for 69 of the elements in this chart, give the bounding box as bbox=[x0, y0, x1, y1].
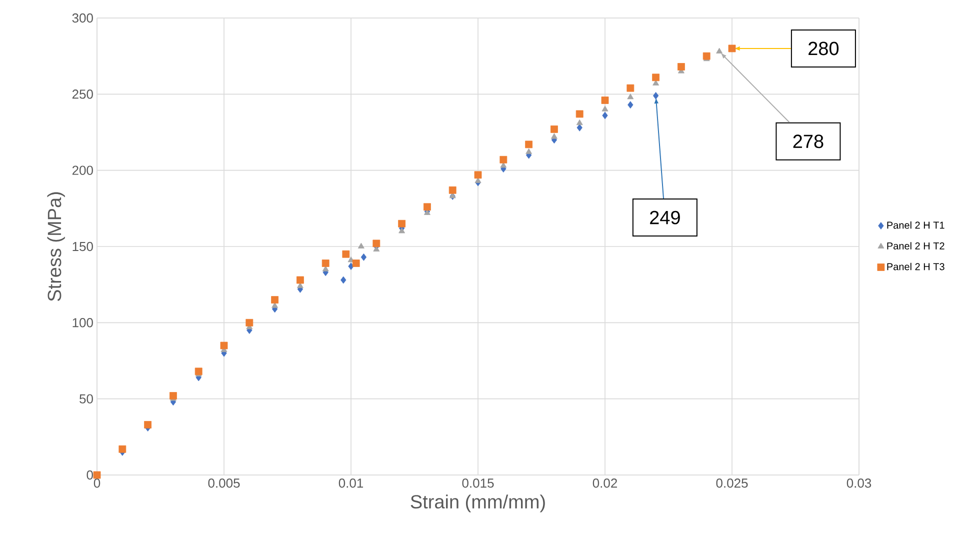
point bbox=[652, 74, 660, 82]
point bbox=[93, 471, 101, 479]
point bbox=[474, 177, 482, 183]
point bbox=[358, 242, 364, 248]
point bbox=[702, 52, 710, 60]
y-tick-label: 200 bbox=[72, 166, 93, 175]
point bbox=[352, 260, 360, 267]
point bbox=[348, 262, 354, 270]
x-tick-label: 0.03 bbox=[846, 478, 872, 488]
point bbox=[398, 228, 406, 234]
point bbox=[118, 445, 126, 453]
point bbox=[550, 133, 558, 139]
point bbox=[322, 260, 330, 267]
y-tick-label: 0 bbox=[86, 470, 93, 480]
annotation: 278 bbox=[793, 134, 824, 148]
legend-label: Panel 2 H T2 bbox=[887, 242, 944, 250]
y-tick-label: 150 bbox=[72, 242, 93, 252]
point bbox=[170, 392, 177, 400]
point bbox=[194, 368, 202, 376]
point bbox=[296, 276, 304, 284]
point bbox=[220, 342, 228, 350]
point bbox=[550, 126, 558, 133]
point bbox=[322, 266, 329, 272]
point bbox=[601, 96, 609, 104]
legend-label: Panel 2 H T3 bbox=[887, 262, 944, 270]
point bbox=[652, 92, 659, 100]
point bbox=[272, 302, 278, 308]
point bbox=[576, 110, 584, 118]
point bbox=[525, 140, 533, 148]
point bbox=[716, 48, 723, 54]
point bbox=[372, 240, 380, 248]
point bbox=[602, 112, 608, 120]
point bbox=[576, 124, 582, 132]
legend-label: Panel 2 H T1 bbox=[887, 221, 944, 229]
x-tick-label: 0.025 bbox=[716, 478, 748, 488]
point bbox=[474, 171, 482, 179]
x-tick-label: 0.01 bbox=[338, 478, 364, 488]
x-tick-label: 0.005 bbox=[208, 478, 240, 488]
y-tick-label: 250 bbox=[72, 90, 93, 99]
annotation: 280 bbox=[808, 42, 839, 56]
point bbox=[398, 220, 406, 228]
point bbox=[342, 250, 350, 258]
y-tick-label: 50 bbox=[80, 394, 93, 404]
y-tick-label: 300 bbox=[72, 13, 93, 23]
point bbox=[340, 276, 346, 284]
y-tick-label: 100 bbox=[72, 318, 93, 328]
point bbox=[576, 119, 583, 126]
point bbox=[627, 94, 634, 100]
annotation: 249 bbox=[650, 210, 680, 224]
point bbox=[144, 421, 152, 428]
point bbox=[448, 186, 456, 194]
point bbox=[652, 80, 660, 86]
point bbox=[728, 44, 736, 52]
point bbox=[500, 156, 508, 164]
point bbox=[602, 106, 608, 112]
point bbox=[626, 84, 634, 92]
point bbox=[526, 148, 532, 154]
x-axis-title: Strain (mm/mm) bbox=[410, 494, 545, 512]
x-tick-label: 0.015 bbox=[462, 478, 494, 488]
point bbox=[271, 296, 278, 304]
point bbox=[628, 101, 634, 109]
point bbox=[678, 63, 685, 70]
point bbox=[246, 318, 254, 326]
y-axis-title: Stress (MPa) bbox=[47, 192, 65, 302]
x-tick-label: 0.02 bbox=[592, 478, 617, 488]
point bbox=[500, 162, 507, 168]
point bbox=[360, 253, 367, 261]
point bbox=[424, 203, 431, 211]
x-tick-label: 0 bbox=[94, 478, 100, 488]
